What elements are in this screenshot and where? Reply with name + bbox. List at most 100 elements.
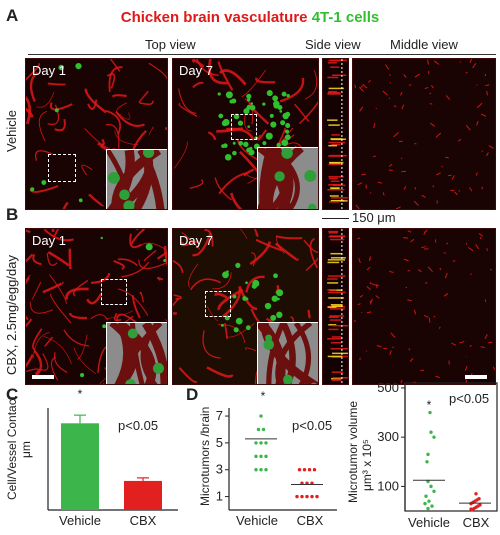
side-streak (328, 177, 338, 180)
vessel-segment (43, 335, 72, 365)
vessel-segment (430, 122, 435, 127)
tumor-cell (247, 96, 251, 99)
vessel-segment (29, 185, 59, 193)
side-projection (327, 59, 348, 209)
tumor-cell (284, 129, 290, 134)
tumor-cell (271, 295, 278, 302)
vessel-segment (164, 319, 167, 322)
vessel-segment (113, 259, 125, 270)
vessel-segment (202, 330, 221, 359)
vessel-segment (241, 69, 266, 98)
side-streak (327, 92, 341, 94)
panel-letter-d: D (186, 385, 199, 404)
tumor-cell (221, 144, 225, 148)
vessel-segment (403, 186, 407, 190)
vessel-segment (173, 259, 184, 274)
vessel-segment (305, 251, 318, 272)
side-streak (328, 155, 343, 157)
tumor-cell (54, 108, 59, 113)
figure-title: Chicken brain vasculature 4T-1 cells (0, 9, 500, 26)
vessel-segment (410, 238, 415, 243)
vessel-render (266, 323, 286, 384)
vessel-segment (244, 347, 257, 352)
vessel-segment (43, 336, 54, 347)
micrograph-cbx-day7: Day 7 (172, 228, 319, 385)
vessel-segment (366, 266, 371, 271)
data-point-cbx (307, 468, 312, 472)
vessel-segment (53, 351, 68, 373)
vessel-segment (81, 164, 93, 176)
vessel-segment (409, 358, 414, 363)
vessel-segment (178, 88, 197, 114)
vessel-segment (26, 95, 32, 125)
cell-render (265, 334, 273, 342)
vessel-segment (36, 92, 55, 108)
vessel-segment (414, 187, 417, 190)
data-point-vehicle (424, 494, 428, 498)
tumor-cell (280, 120, 286, 126)
vessel-segment (451, 342, 457, 346)
vessel-segment (445, 95, 451, 100)
vessel-segment (189, 179, 204, 189)
vessel-segment (116, 313, 138, 324)
side-streak (332, 324, 348, 327)
data-point-cbx (315, 494, 319, 499)
tumor-cell (100, 236, 103, 240)
vessel-segment (430, 84, 434, 89)
vessel-segment (49, 102, 73, 111)
vessel-segment (173, 312, 177, 315)
tumor-cell (243, 141, 249, 148)
side-streak (331, 379, 342, 381)
vessel-segment (393, 132, 399, 138)
data-point-vehicle (264, 454, 268, 459)
vessel-segment (105, 109, 122, 135)
vessel-segment (217, 61, 234, 91)
side-streak (328, 141, 345, 144)
chart-microtumors-per-brain: Microtumors /brain p<0.05 Vehicle CBX * … (198, 389, 337, 528)
tumor-cell (222, 118, 230, 126)
vessel-segment (218, 324, 246, 344)
vessel-segment (129, 233, 142, 249)
vessel-segment (163, 245, 167, 267)
vessel-segment (489, 268, 493, 271)
vessel-render (114, 323, 132, 384)
tumor-cell (262, 102, 266, 106)
vessel-segment (42, 281, 64, 294)
chart-microtumor-volume: Microtumor volume μm³ x 10⁵ p<0.05 Vehic… (346, 380, 498, 530)
side-streak (332, 352, 348, 355)
data-point-vehicle (432, 435, 436, 439)
vessel-segment (148, 126, 154, 136)
vessel-segment (117, 258, 138, 267)
ylabel-line2: μm³ x 10⁵ (360, 439, 374, 491)
tumor-cell (226, 270, 229, 274)
zoom-inset (106, 322, 167, 384)
vessel-segment (47, 251, 70, 267)
tumor-cell (75, 62, 82, 70)
tumor-cell (250, 102, 254, 105)
vessel-segment (105, 310, 134, 320)
vessel-segment (486, 152, 489, 157)
vessel-segment (237, 285, 258, 311)
tumor-cell (286, 94, 290, 98)
vessel-segment (395, 206, 401, 209)
ylabel: Microtumors /brain (198, 407, 212, 506)
side-streak (328, 176, 344, 178)
bar-cbx (124, 480, 162, 510)
tumor-cell (245, 281, 248, 285)
vessel-segment (389, 350, 392, 355)
vessel-segment (424, 86, 429, 90)
vessel-segment (84, 127, 111, 149)
vessel-segment (382, 192, 385, 196)
scale-bar (465, 375, 487, 379)
data-point-cbx (470, 508, 474, 512)
row-label-cbx: CBX, 2.5mg/egg/day (4, 255, 19, 375)
vessel-segment (77, 334, 88, 360)
side-streak (330, 257, 346, 259)
vessel-segment (435, 132, 442, 138)
cell-render (152, 362, 164, 374)
y-tick-label: 1 (216, 489, 223, 504)
ylabel-line1: Cell/Vessel Contact (5, 395, 19, 500)
vessel-segment (226, 127, 255, 141)
vessel-segment (139, 242, 167, 251)
side-streak (330, 252, 342, 255)
